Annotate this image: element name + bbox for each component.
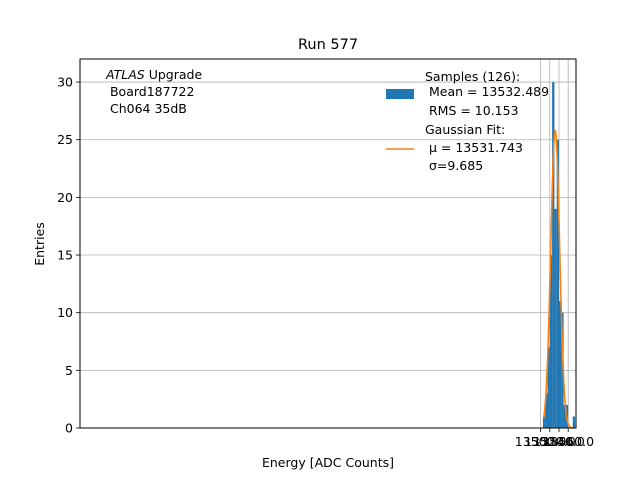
y-tick-label: 5: [65, 363, 73, 378]
gaussian-fit-curve: [542, 129, 574, 429]
annotation-atlas-word: ATLAS: [105, 67, 145, 82]
histogram-bar: [552, 82, 555, 428]
histogram-bars: [542, 82, 576, 428]
x-tick-label: 13500.0: [515, 434, 567, 449]
legend-fit-mu: μ = 13531.743: [425, 140, 523, 155]
histogram-bar: [556, 139, 559, 428]
histogram-bar: [542, 416, 546, 428]
x-tick-label: 13560.0: [542, 434, 594, 449]
annotation-line-2: Board187722: [106, 84, 194, 99]
annotation-upgrade-word: Upgrade: [145, 67, 203, 82]
y-tick-label: 15: [57, 248, 73, 263]
histogram-bar: [563, 404, 566, 428]
legend-samples-rms: RMS = 10.153: [425, 103, 519, 118]
legend-samples-mean: Mean = 13532.489: [425, 84, 549, 99]
y-tick-label: 25: [57, 132, 73, 147]
histogram-bar: [547, 347, 550, 428]
legend-fit-line-1: Gaussian Fit:: [425, 122, 505, 137]
histogram-bar: [554, 208, 557, 428]
y-tick-label: 30: [57, 75, 73, 90]
atlas-annotation: ATLAS Upgrade Board187722 Ch064 35dB: [105, 67, 202, 116]
legend: Samples (126): Mean = 13532.489 RMS = 10…: [386, 69, 549, 173]
x-tick-label: 13520.0: [524, 434, 576, 449]
histogram-bar: [572, 416, 576, 428]
legend-histogram-swatch: [386, 89, 414, 99]
x-axis-label: Energy [ADC Counts]: [262, 455, 394, 470]
plot-frame: [79, 58, 577, 429]
gaussian-fit-layer: [542, 129, 574, 429]
histogram-bar: [545, 393, 548, 428]
y-tick-label: 0: [65, 421, 73, 436]
chart-title: Run 577: [298, 37, 358, 53]
histogram-bar: [549, 255, 553, 428]
legend-fit-sigma: σ=9.685: [425, 158, 483, 173]
y-axis-label: Entries: [32, 222, 47, 266]
x-tick-label: 13540.0: [533, 434, 585, 449]
histogram-bar: [561, 312, 564, 428]
legend-samples-line-1: Samples (126):: [425, 69, 520, 84]
annotation-line-1: ATLAS Upgrade: [105, 67, 202, 82]
y-tick-label: 20: [57, 190, 73, 205]
y-tick-label: 10: [57, 305, 73, 320]
annotation-line-3: Ch064 35dB: [106, 101, 187, 116]
histogram-bar: [558, 301, 562, 428]
